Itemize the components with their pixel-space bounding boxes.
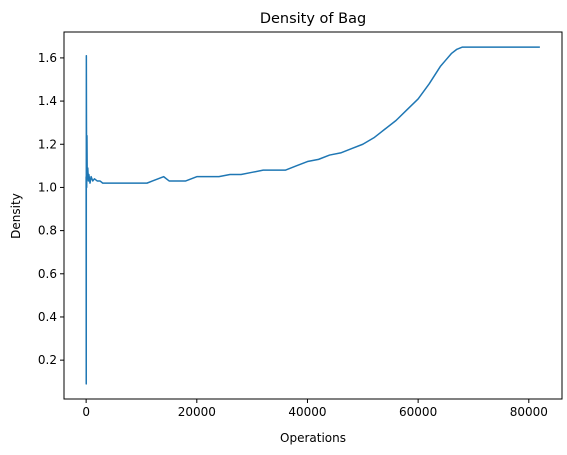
x-tick-label: 20000 — [178, 405, 216, 419]
y-axis-ticks: 0.2 0.4 0.6 0.8 1.0 1.2 1.4 1.6 — [38, 51, 64, 367]
x-tick-label: 80000 — [510, 405, 548, 419]
x-tick-label: 0 — [82, 405, 90, 419]
y-tick-label: 1.6 — [38, 51, 57, 65]
y-tick-label: 0.8 — [38, 224, 57, 238]
plot-content — [85, 46, 540, 385]
y-tick-label: 0.4 — [38, 310, 57, 324]
y-tick-label: 0.6 — [38, 267, 57, 281]
series-line-0 — [85, 46, 540, 385]
y-tick-label: 0.2 — [38, 353, 57, 367]
x-tick-label: 60000 — [399, 405, 437, 419]
x-axis-title: Operations — [280, 431, 346, 445]
y-tick-label: 1.0 — [38, 180, 57, 194]
y-tick-label: 1.4 — [38, 94, 57, 108]
chart-title: Density of Bag — [260, 11, 366, 27]
x-tick-label: 40000 — [288, 405, 326, 419]
y-axis-title: Density — [9, 193, 23, 239]
y-tick-label: 1.2 — [38, 137, 57, 151]
x-axis-ticks: 0 20000 40000 60000 80000 — [82, 399, 548, 419]
plot-area-frame — [63, 31, 563, 400]
